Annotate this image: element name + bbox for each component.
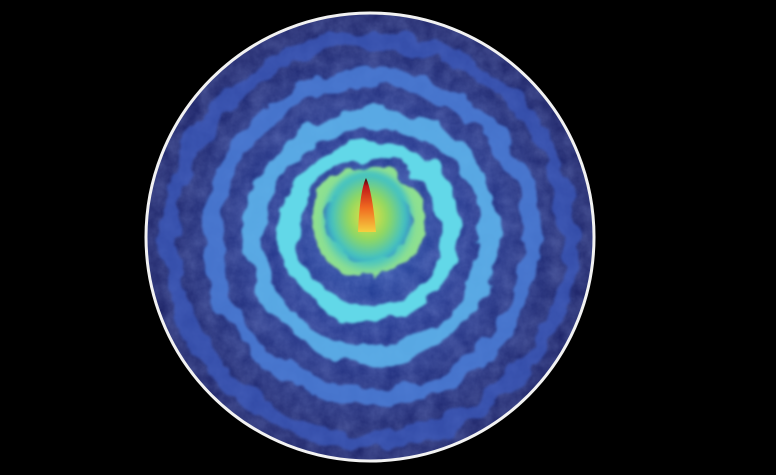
ring bbox=[203, 69, 541, 407]
disc-border bbox=[144, 11, 596, 463]
ring bbox=[162, 32, 578, 448]
central-peak bbox=[358, 178, 376, 232]
ring bbox=[279, 141, 461, 323]
surface-plot bbox=[147, 14, 593, 460]
ring bbox=[245, 109, 499, 363]
